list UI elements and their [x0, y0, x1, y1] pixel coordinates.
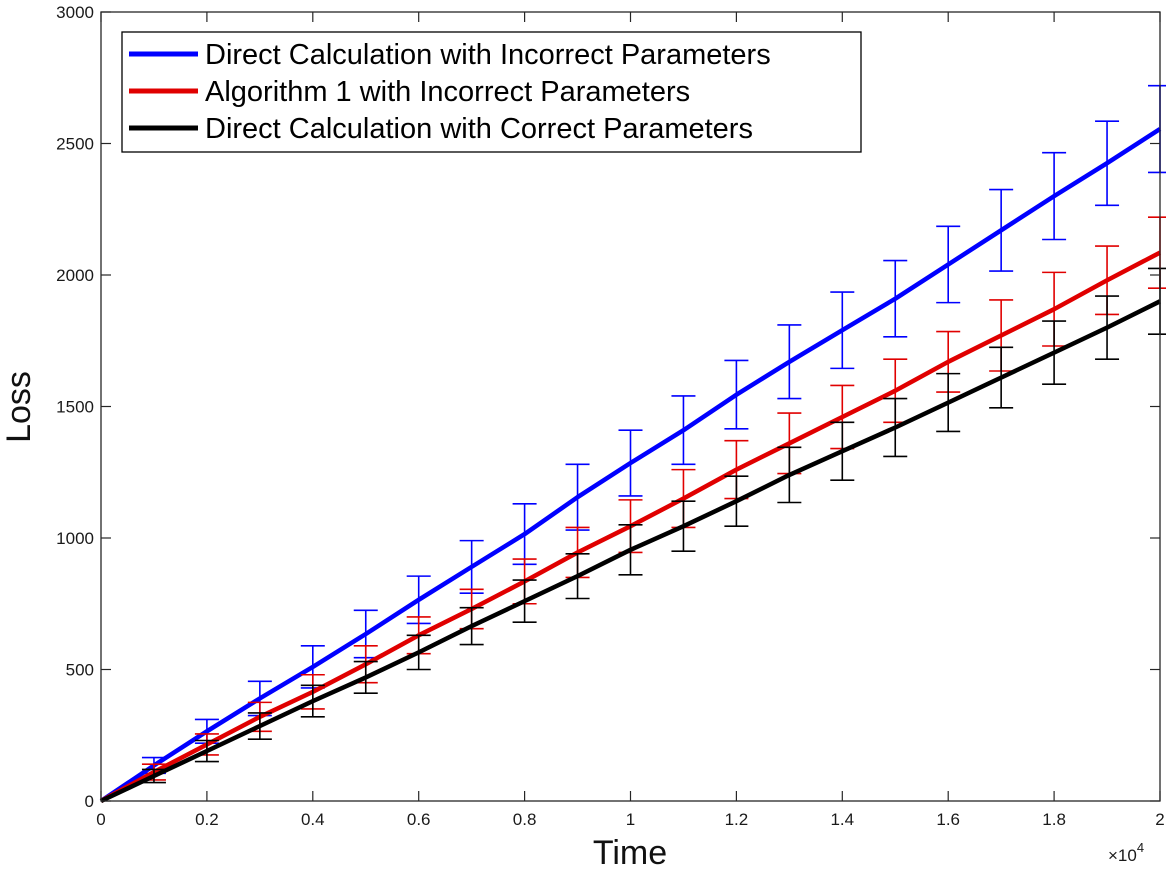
legend-item: Direct Calculation with Incorrect Parame… [129, 39, 771, 71]
y-tick-label: 1500 [56, 398, 94, 417]
x-tick-label: 0 [96, 810, 105, 829]
x-axis-exponent: ×104 [1108, 840, 1144, 865]
x-tick-label: 0.2 [195, 810, 219, 829]
y-tick-label: 2500 [56, 135, 94, 154]
ticks-layer [100, 11, 1161, 802]
series-line [99, 127, 1162, 803]
legend-label: Direct Calculation with Incorrect Parame… [205, 39, 771, 71]
x-tick-label: 1.8 [1042, 810, 1066, 829]
x-tick-label: 0.8 [513, 810, 537, 829]
y-axis-title: Loss [0, 371, 38, 443]
y-tick-label: 3000 [56, 3, 94, 22]
tick-labels: 0 0.2 0.4 0.6 0.8 1 1.2 1.4 1.6 1.8 2 0 500 1000 1500 2… [56, 3, 1165, 829]
x-axis-exponent-base: ×10 [1108, 846, 1137, 865]
legend-item: Direct Calculation with Correct Paramete… [129, 113, 753, 145]
y-tick-label: 500 [66, 661, 94, 680]
series-line [100, 299, 1162, 804]
legend-label: Algorithm 1 with Incorrect Parameters [205, 76, 690, 108]
x-tick-label: 2 [1155, 810, 1164, 829]
x-axis-exponent-power: 4 [1137, 840, 1144, 855]
y-tick-label: 1000 [56, 529, 94, 548]
legend-items: Direct Calculation with Incorrect Parame… [129, 39, 771, 145]
legend-label: Direct Calculation with Correct Paramete… [205, 113, 753, 145]
y-tick-label: 0 [85, 792, 94, 811]
legend-item: Algorithm 1 with Incorrect Parameters [129, 76, 690, 108]
legend: Direct Calculation with Incorrect Parame… [121, 31, 862, 153]
series-layer [99, 84, 1166, 804]
x-tick-label: 1.6 [936, 810, 960, 829]
series-3 [100, 267, 1166, 804]
x-tick-label: 0.4 [301, 810, 325, 829]
x-axis-title: Time [593, 834, 667, 872]
x-tick-label: 0.6 [407, 810, 431, 829]
y-tick-label: 2000 [56, 266, 94, 285]
legend-box [121, 31, 862, 153]
x-tick-label: 1 [626, 810, 635, 829]
x-tick-label: 1.2 [725, 810, 749, 829]
x-tick-label: 1.4 [830, 810, 854, 829]
